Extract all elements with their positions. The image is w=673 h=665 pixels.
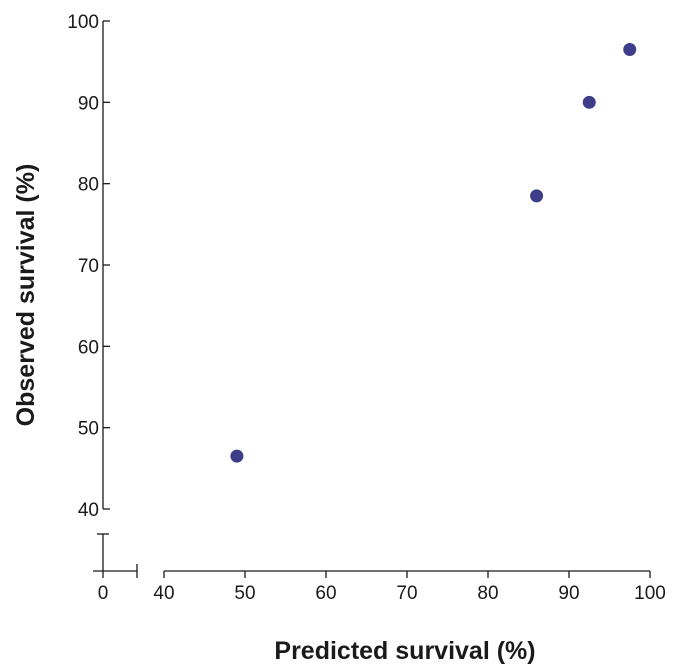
y-axis-title: Observed survival (%) [12,164,40,427]
y-tick-label: 60 [78,337,99,358]
y-tick-label: 70 [78,256,99,277]
x-axis-title: Predicted survival (%) [274,637,535,665]
data-point [530,189,544,203]
data-point [230,449,244,463]
y-tick-label: 40 [78,500,99,521]
x-tick-label: 50 [234,583,255,604]
y-axis [102,20,110,510]
x-tick-label: 70 [396,583,417,604]
y-tick-label: 80 [78,175,99,196]
x-axis [163,570,651,578]
x-tick-label: 40 [153,583,174,604]
x-tick-label: 100 [634,583,666,604]
data-point [623,42,637,56]
data-points [230,42,637,463]
y-tick-label: 100 [67,12,99,33]
x-tick-label: 80 [477,583,498,604]
x-tick-label: 90 [558,583,579,604]
data-point [582,95,596,109]
tick-labels: 40 50 60 70 80 90 100 40 50 60 70 80 90 100 0 [67,12,666,604]
y-tick-label: 90 [78,93,99,114]
y-tick-label: 50 [78,419,99,440]
x-tick-label: 60 [315,583,336,604]
axes [93,20,651,578]
x-tick-label-break: 0 [98,583,109,604]
